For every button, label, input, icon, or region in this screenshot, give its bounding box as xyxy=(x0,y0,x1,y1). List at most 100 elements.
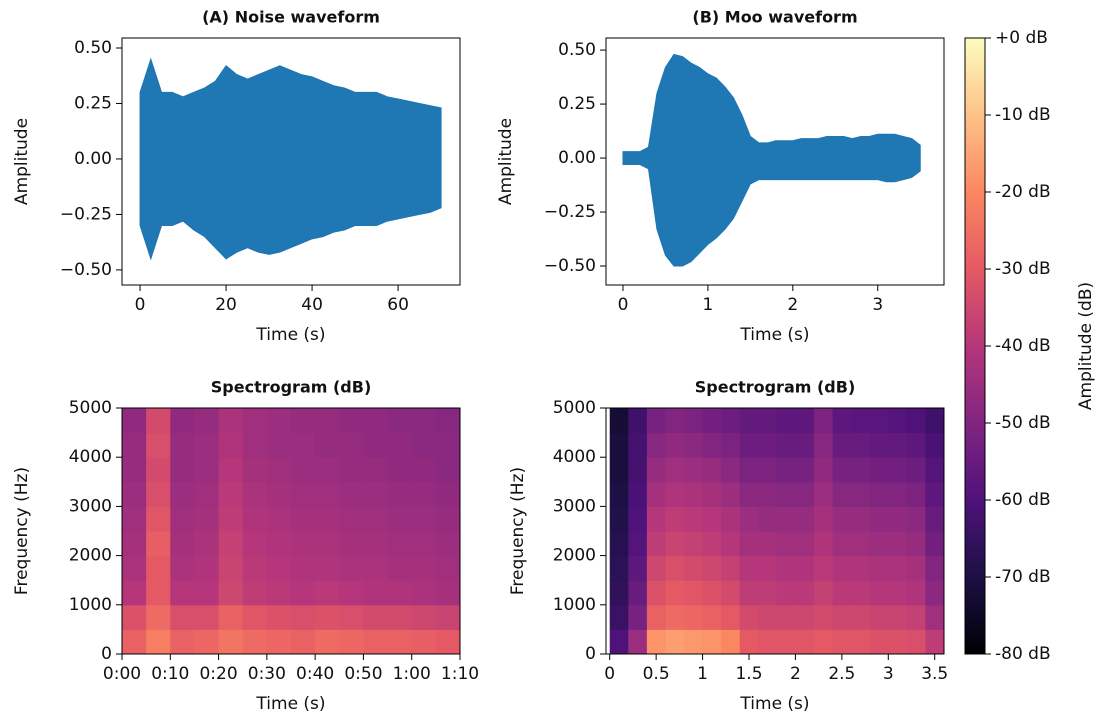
heatmap-cell xyxy=(628,604,648,630)
y-tick-label: 0.25 xyxy=(74,93,112,113)
heatmap-cell xyxy=(609,604,629,630)
heatmap-cell xyxy=(339,481,364,507)
heatmap-cell xyxy=(795,555,815,581)
heatmap-cell xyxy=(291,555,316,581)
heatmap-cell xyxy=(795,531,815,557)
heatmap-cell xyxy=(776,580,796,606)
heatmap-cell xyxy=(684,432,704,458)
colorbar-tick-label: -30 dB xyxy=(995,259,1051,279)
heatmap-cell xyxy=(646,604,666,630)
heatmap-cell xyxy=(218,580,244,606)
heatmap-cell xyxy=(684,555,704,581)
heatmap-cell xyxy=(218,604,244,630)
heatmap-cell xyxy=(315,604,340,630)
heatmap-cell xyxy=(363,432,389,458)
heatmap-cell xyxy=(363,604,389,630)
heatmap-cell xyxy=(795,432,815,458)
heatmap-cell xyxy=(291,481,316,507)
heatmap-cell xyxy=(291,580,316,606)
y-tick-label: −0.50 xyxy=(60,260,112,280)
colorbar-tick-label: -20 dB xyxy=(995,182,1051,202)
heatmap-cell xyxy=(684,580,704,606)
heatmap-cell xyxy=(218,531,244,557)
heatmap-cell xyxy=(242,457,268,483)
heatmap-cell xyxy=(609,555,629,581)
heatmap-cell xyxy=(363,629,389,654)
heatmap-cell xyxy=(684,629,704,654)
heatmap-cell xyxy=(869,580,889,606)
axes-title: (A) Noise waveform xyxy=(202,8,380,27)
heatmap-cell xyxy=(684,457,704,483)
heatmap-cell xyxy=(146,531,171,557)
heatmap-cell xyxy=(122,432,147,458)
heatmap-cell xyxy=(721,481,741,507)
heatmap-cell xyxy=(411,432,437,458)
heatmap-cell xyxy=(291,506,316,532)
heatmap-cell xyxy=(851,481,871,507)
heatmap-cell xyxy=(122,531,147,557)
heatmap-cell xyxy=(646,629,666,654)
x-axis-label: Time (s) xyxy=(739,325,809,345)
heatmap-cell xyxy=(739,580,759,606)
heatmap-cell xyxy=(242,432,268,458)
colorbar-tick-label: -70 dB xyxy=(995,567,1051,587)
heatmap-cell xyxy=(646,555,666,581)
heatmap-cell xyxy=(739,432,759,458)
heatmap-cell xyxy=(851,457,871,483)
heatmap-cell xyxy=(776,408,796,434)
heatmap-cell xyxy=(242,580,268,606)
heatmap-cell xyxy=(758,457,778,483)
heatmap-cell xyxy=(646,531,666,557)
heatmap-cell xyxy=(665,506,685,532)
heatmap-cell xyxy=(387,457,413,483)
heatmap-cell xyxy=(832,432,852,458)
heatmap-cell xyxy=(832,506,852,532)
heatmap-cell xyxy=(339,555,364,581)
heatmap-cell xyxy=(122,506,147,532)
heatmap-cell xyxy=(609,580,629,606)
heatmap-cell xyxy=(795,604,815,630)
heatmap-cell xyxy=(609,531,629,557)
heatmap-cell xyxy=(411,481,437,507)
heatmap-cell xyxy=(832,408,852,434)
heatmap-cell xyxy=(814,408,834,434)
heatmap-cell xyxy=(758,580,778,606)
heatmap-cell xyxy=(888,629,908,654)
heatmap-cell xyxy=(832,531,852,557)
heatmap-cell xyxy=(194,457,220,483)
heatmap-cell xyxy=(851,408,871,434)
x-tick-label: 1.5 xyxy=(735,664,762,684)
heatmap-cell xyxy=(122,580,147,606)
heatmap-cell xyxy=(702,481,722,507)
heatmap-cell xyxy=(609,432,629,458)
y-tick-label: 0.00 xyxy=(558,148,596,168)
heatmap-cell xyxy=(776,604,796,630)
heatmap-cell xyxy=(170,408,195,434)
heatmap-cell xyxy=(435,629,460,654)
heatmap-cell xyxy=(646,580,666,606)
heatmap-cell xyxy=(702,629,722,654)
heatmap-cell xyxy=(702,580,722,606)
heatmap-cell xyxy=(869,604,889,630)
heatmap-cell xyxy=(925,604,944,630)
x-tick-label: 0.5 xyxy=(643,664,670,684)
heatmap-cell xyxy=(906,506,926,532)
y-tick-label: −0.25 xyxy=(544,202,596,222)
colorbar-tick-label: -80 dB xyxy=(995,644,1051,664)
heatmap-cell xyxy=(339,408,364,434)
heatmap-cell xyxy=(242,629,268,654)
heatmap-cell xyxy=(266,604,292,630)
heatmap-cell xyxy=(435,531,460,557)
heatmap-cell xyxy=(146,506,171,532)
heatmap-cell xyxy=(795,629,815,654)
heatmap-cell xyxy=(721,604,741,630)
heatmap-cell xyxy=(315,506,340,532)
heatmap-cell xyxy=(758,506,778,532)
heatmap-cell xyxy=(906,457,926,483)
heatmap-cell xyxy=(363,506,389,532)
heatmap-cell xyxy=(739,408,759,434)
y-axis-label: Amplitude xyxy=(12,118,32,205)
heatmap-cell xyxy=(851,432,871,458)
heatmap-cell xyxy=(339,432,364,458)
